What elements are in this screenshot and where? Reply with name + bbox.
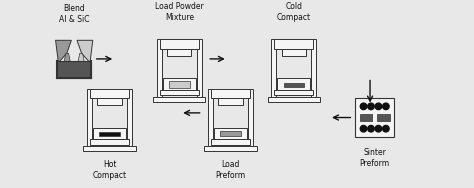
Circle shape	[368, 125, 374, 132]
Bar	[87, 89, 92, 146]
Text: Cold
Compact: Cold Compact	[277, 2, 311, 22]
Polygon shape	[77, 40, 93, 63]
Bar	[272, 39, 276, 97]
Bar	[283, 83, 304, 87]
Bar	[377, 114, 390, 121]
Bar	[90, 89, 129, 98]
Bar	[211, 89, 250, 98]
Circle shape	[360, 103, 367, 110]
Bar	[274, 39, 313, 49]
Bar	[277, 78, 310, 90]
Bar	[219, 98, 243, 105]
Bar	[248, 89, 253, 146]
Circle shape	[375, 103, 382, 110]
Text: Load
Preform: Load Preform	[215, 160, 246, 180]
Bar	[360, 114, 372, 121]
Bar	[83, 146, 136, 151]
Circle shape	[368, 103, 374, 110]
Text: Sinter
Preform: Sinter Preform	[360, 148, 390, 168]
Bar	[160, 90, 199, 95]
Bar	[282, 49, 306, 56]
Text: Blend
Al & SiC: Blend Al & SiC	[59, 4, 90, 24]
Bar	[93, 128, 126, 139]
Bar	[169, 81, 190, 88]
Bar	[220, 131, 241, 136]
Bar	[268, 97, 320, 102]
Bar	[57, 61, 91, 77]
Polygon shape	[64, 53, 71, 63]
Text: Hot
Compact: Hot Compact	[92, 160, 127, 180]
Bar	[160, 39, 199, 49]
Bar	[214, 128, 247, 139]
Bar	[90, 139, 129, 145]
Bar	[204, 146, 256, 151]
Bar	[208, 89, 213, 146]
Circle shape	[375, 125, 382, 132]
Polygon shape	[55, 40, 72, 63]
Bar	[311, 39, 316, 97]
Bar	[274, 90, 313, 95]
Text: Load Powder
Mixture: Load Powder Mixture	[155, 2, 204, 22]
Bar	[163, 78, 196, 90]
Bar	[98, 98, 122, 105]
Bar	[100, 132, 120, 136]
Bar	[153, 97, 205, 102]
Polygon shape	[78, 53, 84, 63]
Bar	[157, 39, 162, 97]
Bar	[211, 139, 250, 145]
Bar	[355, 98, 394, 137]
Circle shape	[383, 103, 389, 110]
Bar	[167, 49, 191, 56]
Circle shape	[383, 125, 389, 132]
Bar	[127, 89, 132, 146]
Bar	[197, 39, 201, 97]
Circle shape	[360, 125, 367, 132]
